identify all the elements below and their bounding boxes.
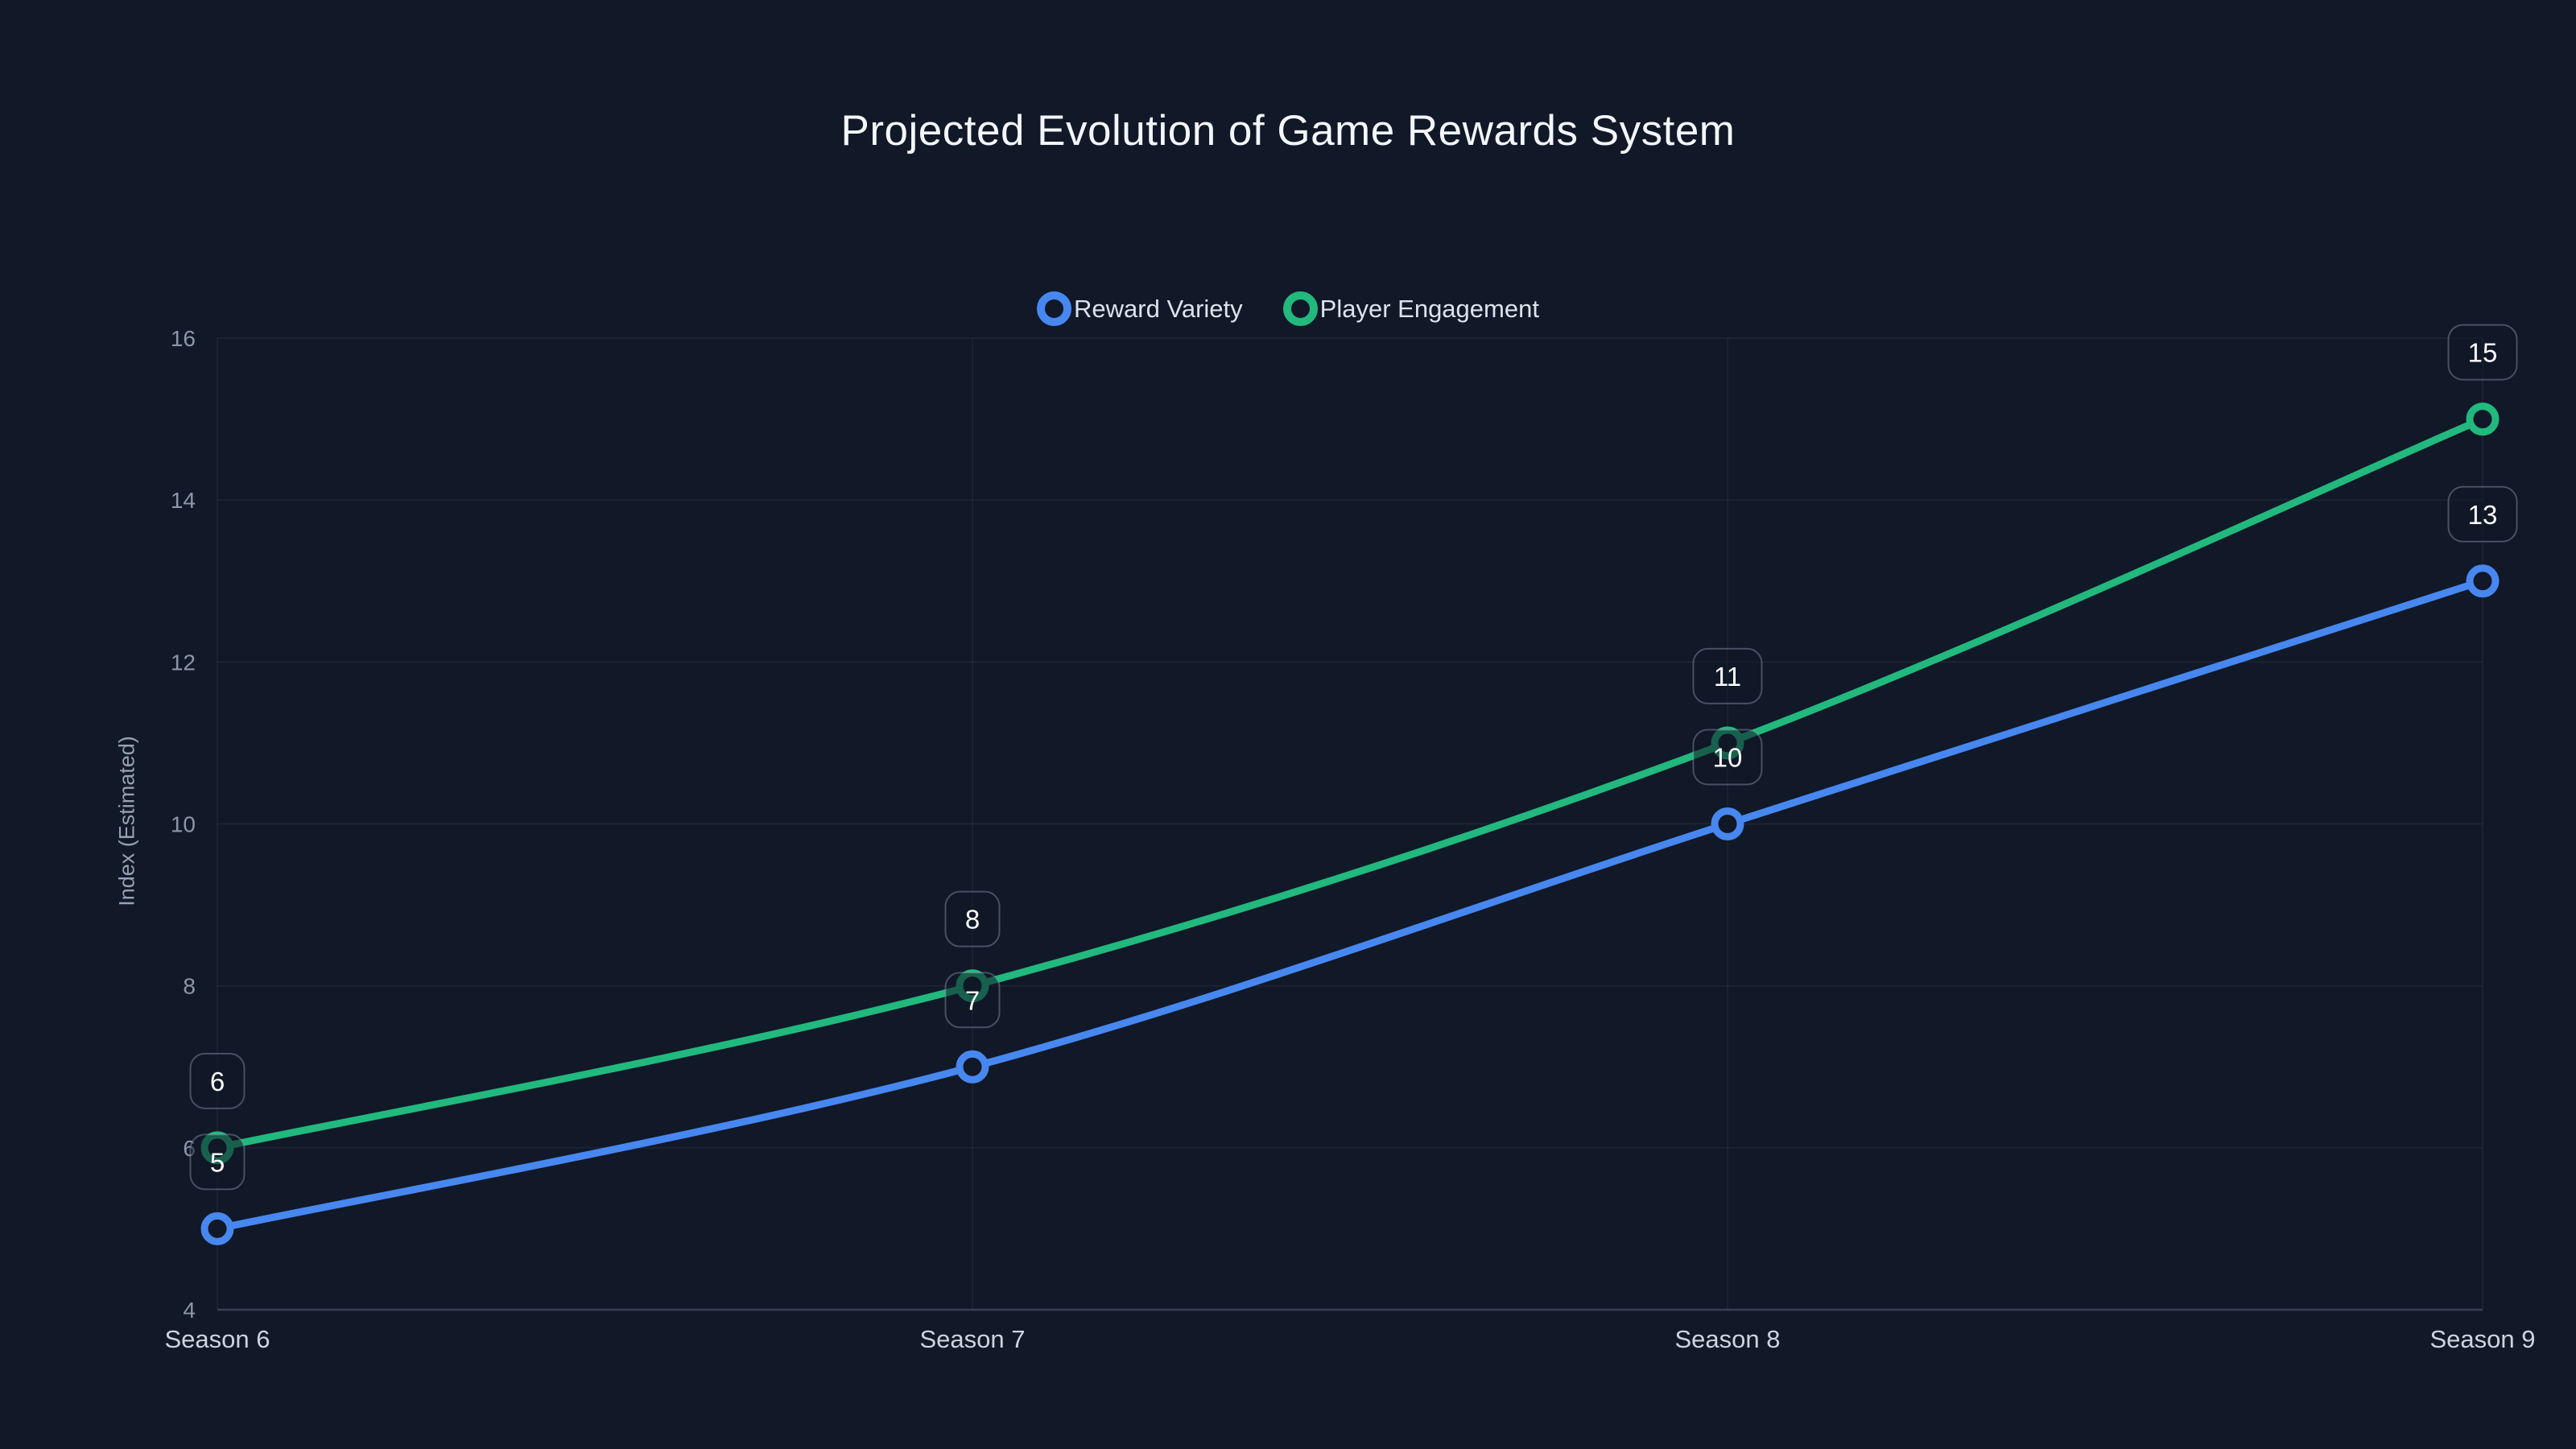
legend-item-reward-variety[interactable]: Reward Variety	[1037, 291, 1243, 326]
series-line-reward-variety	[213, 577, 2487, 1232]
y-tick-4: 4	[183, 1298, 196, 1323]
point-marker-reward-variety-season-8[interactable]	[1711, 807, 1744, 840]
x-tick-season-7: Season 7	[920, 1325, 1026, 1353]
legend-label-player-engagement: Player Engagement	[1319, 295, 1539, 323]
point-label-box-player-engagement-season-9	[2447, 324, 2518, 381]
x-tick-season-8: Season 8	[1675, 1325, 1781, 1353]
point-label-player-engagement-season-8: 11	[1714, 662, 1741, 691]
point-label-reward-variety-season-9: 13	[2468, 500, 2498, 530]
point-marker-reward-variety-season-7[interactable]	[956, 1050, 989, 1084]
y-tick-14: 14	[171, 488, 196, 513]
point-label-reward-variety-season-8: 10	[1713, 743, 1743, 773]
point-label-box-reward-variety-season-8	[1692, 729, 1763, 786]
chart-title: Projected Evolution of Game Rewards Syst…	[840, 107, 1736, 155]
point-label-box-player-engagement-season-6	[189, 1052, 246, 1109]
point-label-player-engagement-season-6: 6	[210, 1067, 225, 1096]
y-tick-16: 16	[171, 326, 196, 351]
y-tick-10: 10	[171, 812, 196, 837]
legend-item-player-engagement[interactable]: Player Engagement	[1282, 291, 1539, 326]
legend-label-reward-variety: Reward Variety	[1074, 295, 1243, 323]
point-label-box-reward-variety-season-9	[2447, 485, 2518, 543]
point-label-box-reward-variety-season-6	[189, 1133, 246, 1191]
point-label-reward-variety-season-7: 7	[965, 985, 980, 1015]
legend: Reward Variety Player Engagement	[0, 291, 2576, 326]
series-line-player-engagement	[213, 415, 2487, 1152]
y-tick-12: 12	[171, 650, 196, 675]
point-marker-player-engagement-season-9[interactable]	[2466, 402, 2500, 436]
point-label-box-reward-variety-season-7	[944, 972, 1001, 1029]
point-label-player-engagement-season-7: 8	[965, 905, 980, 935]
y-tick-8: 8	[183, 974, 196, 999]
point-label-box-player-engagement-season-7	[944, 890, 1001, 947]
reward-variety-legend-marker-icon	[1037, 291, 1072, 326]
x-tick-season-9: Season 9	[2430, 1325, 2536, 1353]
point-label-box-player-engagement-season-8	[1692, 647, 1763, 704]
point-marker-reward-variety-season-6[interactable]	[200, 1212, 234, 1245]
point-label-reward-variety-season-6: 5	[210, 1147, 225, 1177]
player-engagement-legend-marker-icon	[1282, 291, 1318, 326]
x-tick-season-6: Season 6	[165, 1325, 270, 1353]
point-marker-reward-variety-season-9[interactable]	[2466, 564, 2500, 598]
point-label-player-engagement-season-9: 15	[2468, 338, 2498, 368]
